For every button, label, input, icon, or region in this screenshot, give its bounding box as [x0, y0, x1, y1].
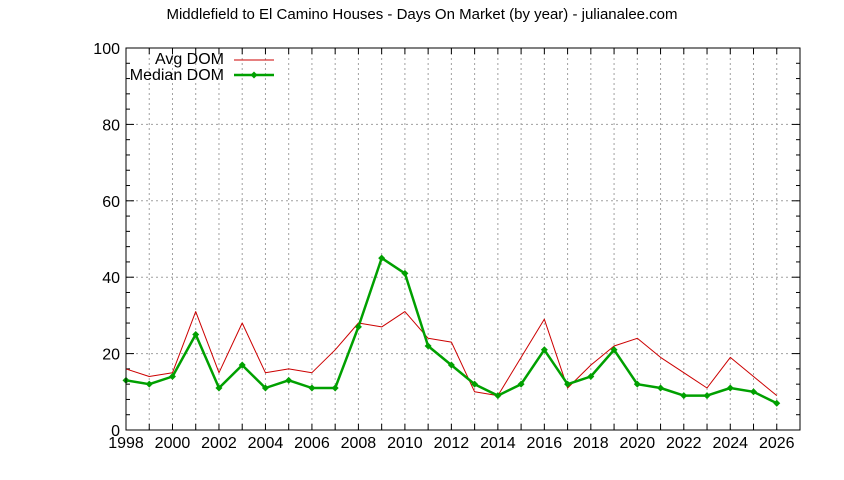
x-tick-label: 2020: [620, 435, 656, 452]
data-point-marker: [354, 323, 362, 331]
data-point-marker: [540, 346, 548, 354]
x-tick-label: 2006: [294, 435, 330, 452]
data-point-marker: [517, 380, 525, 388]
data-point-marker: [261, 384, 269, 392]
plot-frame: [125, 47, 801, 431]
data-point-marker: [285, 376, 293, 384]
data-point-marker: [424, 342, 432, 350]
data-point-marker: [494, 392, 502, 400]
data-point-marker: [773, 399, 781, 407]
data-point-marker: [587, 373, 595, 381]
x-tick-label: 2014: [480, 435, 516, 452]
y-tick-label: 100: [93, 41, 120, 58]
data-point-marker: [168, 373, 176, 381]
x-tick-label: 2010: [387, 435, 423, 452]
x-tick-label: 2000: [155, 435, 191, 452]
minor-ticks: [125, 47, 801, 431]
x-tick-label: 2022: [666, 435, 702, 452]
x-axis-labels: 1998 2000 2002 2004 2006 2008 2010 2012 2014 2016…: [108, 435, 794, 452]
y-tick-label: 80: [102, 117, 120, 134]
legend-label-median-dom: Median DOM: [130, 67, 224, 84]
data-point-marker: [657, 384, 665, 392]
data-point-marker: [726, 384, 734, 392]
diamond-marker-icon: [250, 71, 258, 79]
data-point-marker: [145, 380, 153, 388]
legend: Avg DOM Median DOM: [130, 51, 274, 84]
y-tick-label: 20: [102, 347, 120, 364]
x-tick-label: 2026: [759, 435, 795, 452]
y-tick-label: 0: [111, 423, 120, 440]
data-point-marker: [238, 361, 246, 369]
data-point-marker: [192, 331, 200, 338]
data-point-marker: [215, 384, 223, 392]
data-point-marker: [610, 346, 618, 354]
x-tick-label: 2018: [573, 435, 609, 452]
data-point-marker: [447, 361, 455, 369]
chart-title: Middlefield to El Camino Houses - Days O…: [166, 6, 677, 23]
data-point-marker: [680, 392, 688, 400]
data-point-marker: [633, 380, 641, 388]
legend-label-avg-dom: Avg DOM: [155, 51, 224, 68]
x-tick-label: 2004: [248, 435, 284, 452]
x-tick-label: 2008: [341, 435, 377, 452]
x-tick-label: 2024: [712, 435, 748, 452]
data-point-marker: [401, 269, 409, 277]
x-tick-label: 2012: [434, 435, 470, 452]
x-tick-label: 2002: [201, 435, 237, 452]
data-point-marker: [750, 388, 758, 396]
data-point-marker: [564, 380, 572, 388]
data-point-marker: [308, 384, 316, 392]
y-tick-label: 60: [102, 194, 120, 211]
series-line-avg-dom: [125, 311, 778, 397]
data-point-marker: [331, 384, 339, 392]
series-layer: [122, 254, 781, 407]
data-point-marker: [378, 254, 386, 262]
grid-lines: [126, 48, 800, 430]
data-point-marker: [471, 380, 479, 388]
x-tick-label: 2016: [527, 435, 563, 452]
y-axis-labels: 0 20 40 60 80 100: [93, 41, 120, 440]
data-point-marker: [703, 392, 711, 400]
y-tick-label: 40: [102, 270, 120, 287]
x-tick-label: 1998: [108, 435, 144, 452]
